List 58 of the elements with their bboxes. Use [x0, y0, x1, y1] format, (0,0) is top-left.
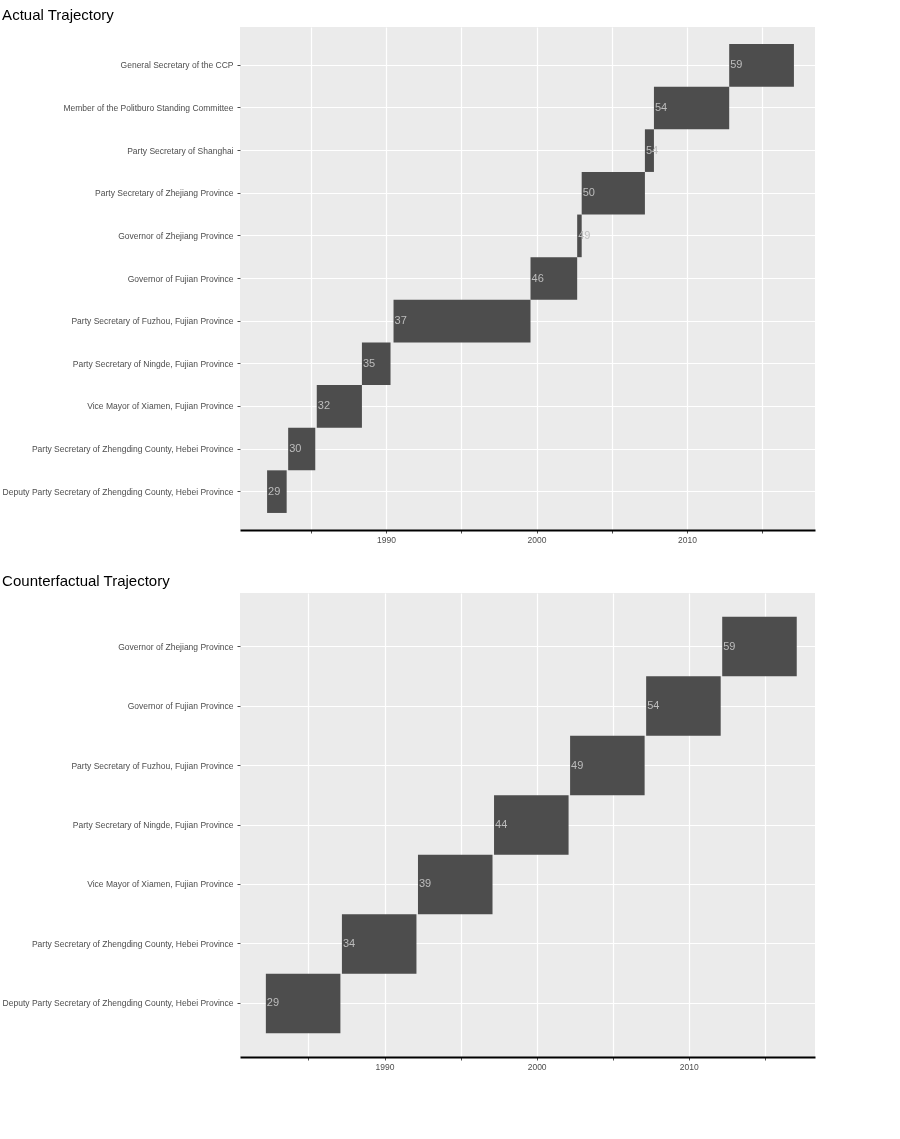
bar — [722, 616, 797, 677]
bar — [530, 257, 578, 300]
bar — [494, 795, 569, 855]
annotation: 54 — [647, 699, 660, 712]
annotation: 50 — [582, 186, 595, 199]
x-tick-label: 2000 — [527, 534, 547, 545]
annotation: 39 — [418, 877, 432, 890]
y-tick-label: Party Secretary of Shanghai — [127, 145, 234, 156]
bar — [288, 427, 316, 471]
bar — [361, 342, 391, 386]
y-tick-label: Governor of Zhejiang Province — [118, 230, 234, 241]
text: Counterfactual Trajectory — [2, 572, 171, 589]
annotation: 30 — [289, 442, 302, 455]
y-tick-label: Party Secretary of Fuzhou, Fujian Province — [71, 760, 234, 771]
y-tick-label: Governor of Fujian Province — [127, 701, 234, 712]
y-tick-label: Party Secretary of Zhengding County, Hebei Province — [31, 938, 234, 949]
x-tick-label: 2000 — [527, 1061, 547, 1072]
bar — [393, 299, 531, 343]
x-tick-label: 1990 — [375, 1061, 395, 1072]
bar — [267, 470, 287, 513]
y-tick-label: Party Secretary of Zhejiang Province — [95, 188, 234, 199]
y-tick-label: Party Secretary of Fuzhou, Fujian Province — [71, 316, 234, 327]
annotation: 29 — [268, 484, 281, 497]
annotation: 29 — [266, 996, 280, 1009]
bar — [653, 86, 730, 130]
annotation: 44 — [495, 818, 508, 830]
y-tick-label: Member of the Politburo Standing Committee — [63, 102, 234, 113]
x-tick-label: 1990 — [377, 534, 397, 545]
annotation: 49 — [571, 758, 584, 771]
annotation: 34 — [342, 936, 356, 949]
y-tick-label: General Secretary of the CCP — [120, 60, 234, 71]
annotation: 35 — [362, 356, 376, 369]
annotation: 46 — [531, 271, 544, 284]
bar — [417, 854, 493, 915]
annotation: 54 — [654, 100, 668, 113]
bar — [729, 44, 794, 87]
x-tick-label: 2010 — [678, 534, 698, 545]
bar — [581, 171, 645, 215]
annotation: 32 — [317, 399, 331, 412]
bar — [316, 385, 362, 428]
text: Actual Trajectory — [2, 6, 115, 23]
y-tick-label: Deputy Party Secretary of Zhengding County, Hebei Province — [2, 998, 234, 1009]
x-tick-label: 2010 — [679, 1061, 699, 1072]
annotation: 37 — [394, 314, 407, 327]
bar — [341, 914, 417, 974]
bar — [570, 735, 645, 796]
y-tick-label: Governor of Fujian Province — [127, 273, 234, 284]
bar — [646, 676, 721, 736]
y-tick-label: Governor of Zhejiang Province — [118, 641, 234, 652]
y-tick-label: Vice Mayor of Xiamen, Fujian Province — [87, 401, 234, 412]
annotation: 59 — [730, 58, 743, 71]
y-tick-label: Deputy Party Secretary of Zhengding County, Hebei Province — [2, 486, 234, 497]
y-tick-label: Party Secretary of Ningde, Fujian Province — [72, 358, 234, 369]
y-tick-label: Party Secretary of Ningde, Fujian Province — [72, 820, 234, 830]
y-tick-label: Vice Mayor of Xiamen, Fujian Province — [87, 879, 234, 890]
bar — [265, 973, 341, 1034]
annotation: 59 — [723, 639, 736, 652]
y-tick-label: Party Secretary of Zhengding County, Hebei Province — [31, 444, 234, 455]
